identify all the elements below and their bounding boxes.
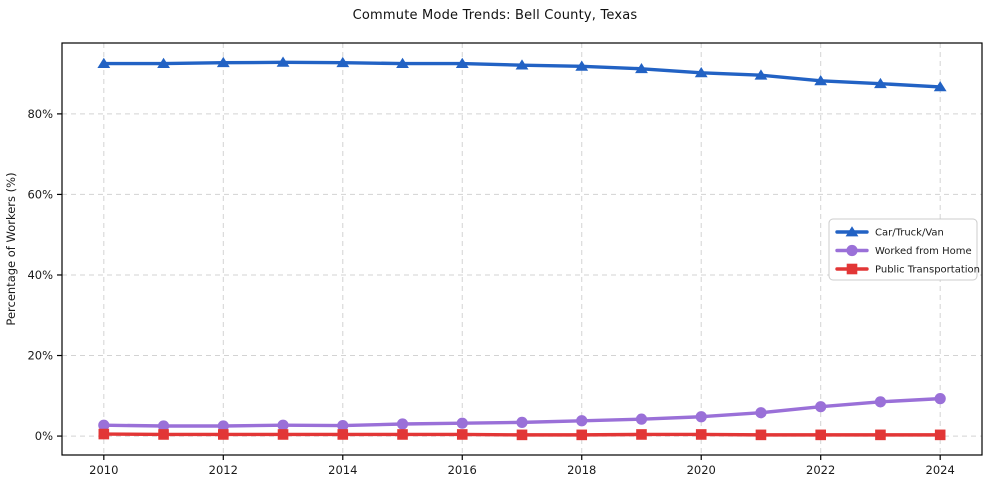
legend-box: [828, 218, 978, 281]
circle-marker-worked-from-home: [337, 420, 349, 432]
x-axis: 2010 2012 2014 2016 2018 2020 2022 2024: [89, 455, 955, 477]
square-marker-public-transportation: [695, 429, 707, 440]
triangle-marker-car-truck-van: [814, 75, 828, 86]
circle-icon: [846, 244, 858, 257]
square-marker-public-transportation: [217, 429, 229, 440]
legend-label: Public Transportation: [875, 265, 980, 276]
circle-marker-worked-from-home: [217, 420, 229, 432]
square-marker-public-transportation: [755, 429, 767, 441]
chart-title: Commute Mode Trends: Bell County, Texas: [352, 8, 638, 23]
square-marker-public-transportation: [934, 429, 946, 441]
y-tick-label: 20%: [27, 349, 53, 363]
x-tick-label: 2010: [89, 463, 118, 477]
circle-marker-worked-from-home: [277, 419, 289, 431]
triangle-marker-car-truck-van: [97, 57, 111, 68]
triangle-marker-car-truck-van: [874, 77, 887, 89]
triangle-marker-car-truck-van: [455, 57, 469, 68]
triangle-marker-car-truck-van: [396, 57, 409, 68]
square-marker-public-transportation: [576, 429, 588, 441]
series-public-transportation: [98, 428, 946, 441]
square-marker-public-transportation: [98, 428, 110, 440]
series-car-truck-van: [97, 56, 947, 92]
circle-marker-worked-from-home: [755, 407, 767, 419]
legend-label: Worked from Home: [875, 246, 972, 257]
legend-item-worked-from-home: Worked from Home: [835, 244, 972, 257]
y-tick-label: 0%: [35, 429, 53, 443]
triangle-marker-car-truck-van: [754, 69, 768, 80]
square-icon: [846, 263, 858, 275]
square-marker-public-transportation: [456, 429, 468, 440]
legend-label: Car/Truck/Van: [875, 228, 944, 239]
triangle-marker-car-truck-van: [694, 67, 708, 78]
triangle-marker-car-truck-van: [515, 59, 529, 70]
x-tick-label: 2016: [448, 463, 477, 477]
y-tick-label: 80%: [27, 107, 53, 121]
triangle-marker-car-truck-van: [157, 57, 170, 68]
triangle-marker-car-truck-van: [336, 56, 350, 68]
square-marker-public-transportation: [397, 429, 408, 440]
x-tick-label: 2012: [209, 463, 238, 477]
triangle-marker-car-truck-van: [933, 81, 947, 92]
series-worked-from-home: [98, 393, 946, 432]
circle-marker-worked-from-home: [157, 420, 170, 432]
y-axis: 0% 20% 40% 60% 80%: [27, 107, 62, 443]
x-tick-label: 2024: [926, 463, 955, 477]
circle-marker-worked-from-home: [456, 417, 468, 429]
circle-marker-worked-from-home: [576, 415, 588, 427]
triangle-marker-car-truck-van: [216, 56, 230, 68]
triangle-icon: [845, 226, 859, 237]
legend: Car/Truck/Van Worked from Home Public Tran…: [828, 218, 980, 281]
triangle-marker-car-truck-van: [276, 56, 290, 67]
square-marker-public-transportation: [337, 429, 349, 440]
x-tick-label: 2020: [687, 463, 716, 477]
square-marker-public-transportation: [815, 429, 827, 441]
square-marker-public-transportation: [516, 429, 528, 441]
circle-marker-worked-from-home: [874, 396, 887, 408]
circle-marker-worked-from-home: [396, 418, 409, 430]
circle-marker-worked-from-home: [98, 419, 110, 431]
circle-marker-worked-from-home: [934, 393, 946, 405]
square-marker-public-transportation: [875, 429, 886, 441]
circle-marker-worked-from-home: [815, 401, 827, 413]
square-marker-public-transportation: [636, 429, 647, 440]
y-tick-label: 40%: [27, 268, 53, 282]
y-axis-label: Percentage of Workers (%): [4, 172, 18, 325]
x-tick-label: 2014: [328, 463, 357, 477]
y-tick-label: 60%: [27, 187, 53, 201]
square-marker-public-transportation: [277, 429, 289, 440]
legend-item-car-truck-van: Car/Truck/Van: [835, 226, 944, 239]
triangle-marker-car-truck-van: [575, 60, 589, 71]
x-tick-label: 2022: [806, 463, 835, 477]
x-tick-label: 2018: [567, 463, 596, 477]
triangle-marker-car-truck-van: [635, 62, 648, 74]
circle-marker-worked-from-home: [516, 416, 528, 428]
square-marker-public-transportation: [158, 429, 169, 440]
legend-item-public-transportation: Public Transportation: [835, 263, 980, 276]
circle-marker-worked-from-home: [695, 411, 707, 423]
plot-border: [61, 42, 983, 456]
circle-marker-worked-from-home: [635, 413, 648, 425]
